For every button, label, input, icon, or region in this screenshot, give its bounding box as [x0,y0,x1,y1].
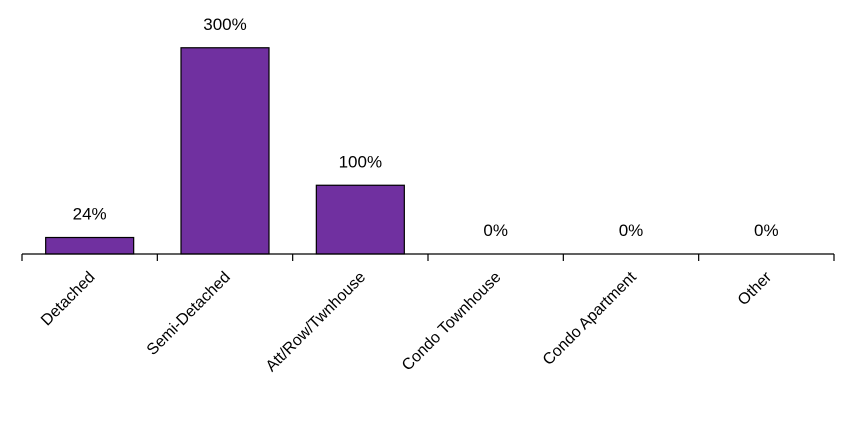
x-tick-label: Other [735,268,776,309]
data-label: 24% [73,205,107,224]
x-tick-labels-layer: Detached Semi-Detached Att/Row/Twnhouse Con… [38,268,776,375]
x-tick-label: Detached [38,269,98,329]
data-label: 0% [619,221,644,240]
x-axis [21,253,835,261]
x-tick-label: Semi-Detached [144,269,234,359]
data-label: 300% [203,15,246,34]
x-tick-label: Att/Row/Twnhouse [263,269,369,375]
data-label: 100% [339,152,382,171]
bar-detached [45,236,135,255]
bar-semi-detached [180,47,270,255]
bar-att-row-twnhouse [315,184,405,255]
data-label: 0% [483,221,508,240]
x-tick-label: Condo Townhouse [399,269,505,375]
data-label: 0% [754,221,779,240]
x-tick-label: Condo Apartment [540,268,640,368]
value-labels-layer: 24% 300% 100% 0% 0% 0% [73,15,779,240]
bars-layer [45,47,405,255]
